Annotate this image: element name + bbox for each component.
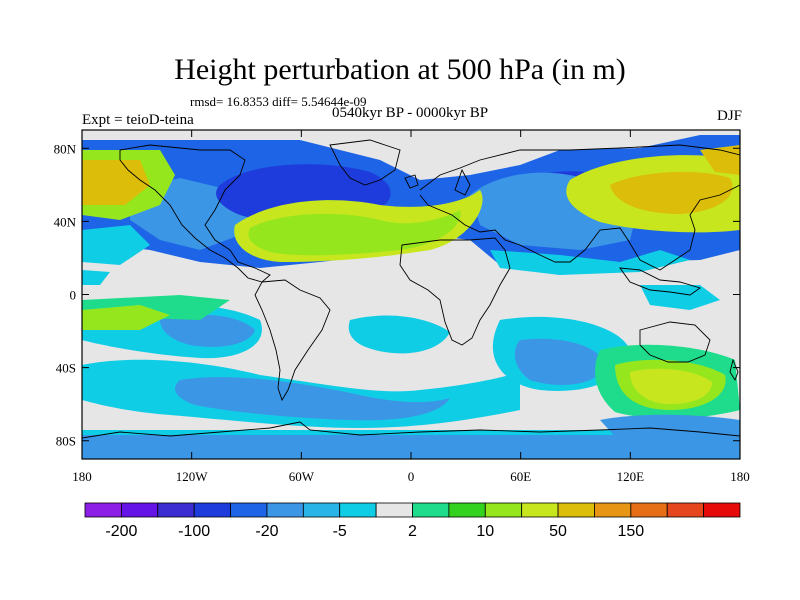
x-tick-label: 120W bbox=[176, 469, 209, 484]
colorbar-swatch bbox=[448, 502, 486, 518]
anomaly-region-15 bbox=[160, 314, 255, 347]
x-tick-label: 60W bbox=[289, 469, 315, 484]
y-tick-label: 80N bbox=[54, 141, 77, 156]
colorbar-swatch bbox=[193, 502, 231, 518]
colorbar-label: 2 bbox=[408, 523, 417, 540]
x-tick-label: 180 bbox=[72, 469, 92, 484]
colorbar-swatch bbox=[630, 502, 668, 518]
colorbar-swatch bbox=[521, 502, 559, 518]
anomaly-region-12 bbox=[82, 225, 150, 265]
coastline-4 bbox=[399, 237, 511, 346]
anomaly-region-30 bbox=[82, 270, 110, 285]
x-tick-label: 120E bbox=[617, 469, 645, 484]
anomaly-region-17 bbox=[175, 377, 450, 421]
coastline-9 bbox=[404, 174, 419, 189]
height-field bbox=[82, 130, 740, 459]
colorbar-label: 50 bbox=[549, 523, 567, 540]
anomaly-region-10 bbox=[610, 171, 733, 214]
colorbar-label: 150 bbox=[617, 523, 644, 540]
anomaly-region-21 bbox=[82, 305, 170, 330]
colorbar-swatch bbox=[84, 502, 122, 518]
colorbar-swatch bbox=[157, 502, 195, 518]
coastlines bbox=[82, 139, 740, 439]
coastline-6 bbox=[619, 267, 702, 296]
experiment-label: Expt = teioD-teina bbox=[82, 112, 194, 128]
colorbar-swatch bbox=[412, 502, 450, 518]
coastline-2 bbox=[329, 139, 401, 186]
y-tick-label: 40N bbox=[54, 214, 77, 229]
coastline-7 bbox=[82, 421, 740, 439]
colorbar-label: -20 bbox=[255, 523, 278, 540]
x-tick-label: 60E bbox=[510, 469, 531, 484]
season-label: DJF bbox=[716, 108, 742, 124]
coastline-3 bbox=[419, 144, 740, 271]
colorbar-swatch bbox=[230, 502, 268, 518]
period-text: 0540kyr BP - 0000kyr BP bbox=[331, 105, 489, 121]
y-tick-label: 0 bbox=[70, 288, 77, 303]
colorbar-swatch bbox=[266, 502, 304, 518]
longitude-axis: 180 120W 60W 0 60E 120E 180 bbox=[72, 130, 750, 484]
colorbar-swatch bbox=[666, 502, 705, 518]
colorbar-swatch bbox=[703, 502, 741, 518]
y-tick-label: 40S bbox=[56, 361, 76, 376]
anomaly-region-26 bbox=[630, 368, 712, 405]
colorbar-swatch bbox=[302, 502, 341, 518]
colorbar-swatch bbox=[557, 502, 595, 518]
colorbar-label: -5 bbox=[333, 523, 347, 540]
colorbar: -200 -100 -20 -5 2 10 50 150 bbox=[84, 502, 741, 540]
colorbar-swatch bbox=[339, 502, 377, 518]
colorbar-label: -100 bbox=[178, 523, 210, 540]
colorbar-label: 10 bbox=[476, 523, 494, 540]
x-tick-label: 180 bbox=[730, 469, 750, 484]
coastline-1 bbox=[254, 279, 331, 402]
anomaly-region-27 bbox=[348, 315, 450, 354]
anomaly-region-8 bbox=[82, 160, 150, 205]
latitude-axis: 80N 40N 0 40S 80S bbox=[54, 141, 740, 449]
coastline-5 bbox=[639, 321, 711, 363]
y-tick-label: 80S bbox=[56, 434, 76, 449]
anomaly-region-28 bbox=[600, 414, 740, 442]
anomaly-region-19 bbox=[82, 435, 740, 459]
coastline-8 bbox=[454, 168, 471, 196]
coastline-0 bbox=[119, 144, 271, 283]
anomaly-region-23 bbox=[514, 338, 605, 385]
anomaly-region-13 bbox=[490, 250, 690, 275]
colorbar-label: -200 bbox=[105, 523, 137, 540]
colorbar-swatch bbox=[484, 502, 523, 518]
colorbar-swatch bbox=[594, 502, 632, 518]
map-title: Height perturbation at 500 hPa (in m) bbox=[174, 53, 626, 86]
stats-text: rmsd= 16.8353 diff= 5.54644e-09 bbox=[190, 94, 367, 109]
colorbar-swatch bbox=[120, 502, 159, 518]
colorbar-swatch bbox=[375, 502, 413, 518]
x-tick-label: 0 bbox=[408, 469, 415, 484]
